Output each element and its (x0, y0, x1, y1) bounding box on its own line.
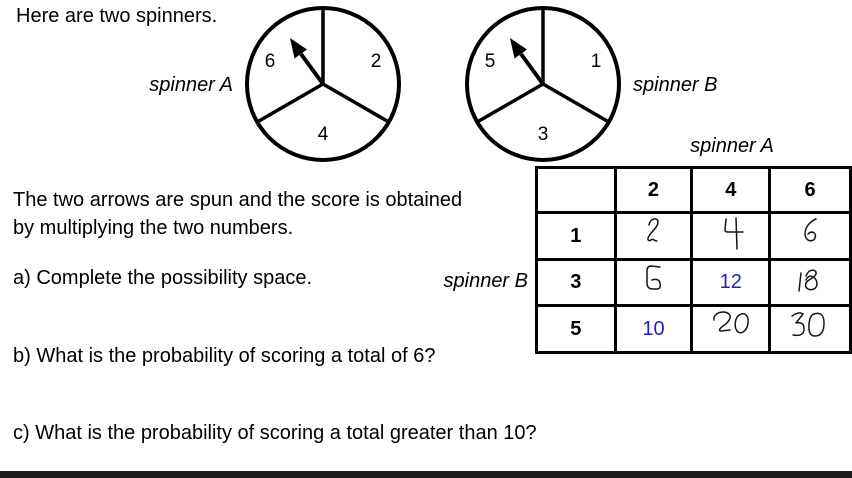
table-row-axis-label: spinner B (443, 270, 529, 292)
spinner-b-sector-5: 5 (485, 51, 496, 72)
handwritten-digit-4 (711, 216, 751, 250)
question-a: a) Complete the possibility space. (13, 267, 313, 289)
spinner-a-divider-left (256, 82, 324, 124)
col-header-6: 6 (768, 166, 852, 214)
answer-cell-3x2[interactable] (613, 258, 694, 307)
spinner-b-graphic: 5 1 3 (465, 6, 621, 162)
row-header-1: 1 (535, 211, 617, 261)
bottom-divider-bar (0, 471, 852, 478)
spinner-a-graphic: 6 2 4 (245, 6, 401, 162)
spinner-a-arrow-icon (290, 38, 325, 86)
handwritten-digit-18 (790, 263, 830, 297)
intro-text: Here are two spinners. (16, 5, 218, 27)
row-header-5: 5 (535, 304, 617, 354)
col-header-4: 4 (690, 166, 772, 214)
answer-cell-1x2[interactable] (613, 211, 694, 261)
spinner-a-divider-right (322, 82, 390, 124)
spinner-a-label: spinner A (149, 74, 233, 96)
spinner-a-sector-4: 4 (318, 124, 329, 145)
table-col-axis-label: spinner A (690, 135, 774, 157)
answer-cell-3x4[interactable]: 12 (690, 258, 772, 307)
spinner-b-label: spinner B (633, 74, 718, 96)
spinner-a-sector-2: 2 (371, 51, 382, 72)
handwritten-digit-6 (790, 216, 830, 250)
spinner-b-sector-3: 3 (538, 124, 549, 145)
answer-cell-5x4[interactable] (690, 304, 772, 354)
col-header-2: 2 (613, 166, 694, 214)
spinner-a-sector-6: 6 (265, 51, 276, 72)
spinner-b-divider-left (476, 82, 544, 124)
question-c: c) What is the probability of scoring a … (13, 422, 537, 444)
handwritten-digit-30 (787, 309, 833, 345)
instruction-line-1: The two arrows are spun and the score is… (13, 189, 463, 211)
answer-cell-5x6[interactable] (768, 304, 852, 354)
handwritten-digit-6b (633, 263, 673, 297)
answer-cell-1x4[interactable] (690, 211, 772, 261)
instruction-line-2: by multiplying the two numbers. (13, 217, 294, 239)
handwritten-digit-2 (633, 216, 673, 250)
spinner-b-sector-1: 1 (591, 51, 602, 72)
question-b: b) What is the probability of scoring a … (13, 345, 436, 367)
handwritten-digit-20 (708, 309, 754, 345)
answer-cell-3x6[interactable] (768, 258, 852, 307)
spinner-b-divider-right (542, 82, 610, 124)
spinner-b-arrow-icon (510, 38, 545, 86)
table-corner-blank (535, 166, 617, 214)
answer-cell-1x6[interactable] (768, 211, 852, 261)
row-header-3: 3 (535, 258, 617, 307)
answer-cell-5x2[interactable]: 10 (613, 304, 694, 354)
possibility-space-table: 2 4 6 1 (535, 166, 852, 354)
